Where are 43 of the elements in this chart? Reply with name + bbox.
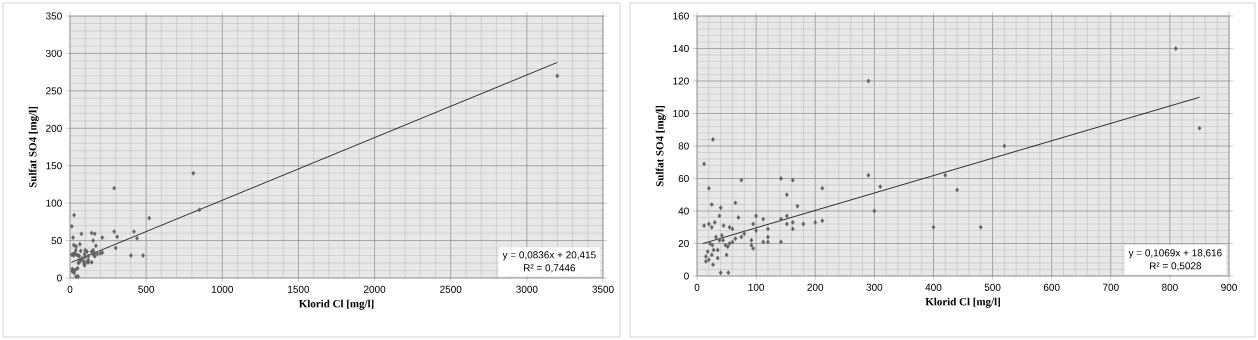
y-axis-title: Sulfat SO4 [mg/l]	[655, 106, 666, 187]
x-tick-label: 600	[1043, 283, 1060, 291]
y-tick-label: 0	[57, 274, 62, 282]
x-tick-label: 1000	[211, 285, 233, 293]
x-tick-label: 500	[984, 283, 1001, 291]
y-tick-label: 120	[673, 77, 689, 85]
y-tick-label: 250	[46, 87, 62, 95]
y-tick-label: 40	[678, 207, 689, 215]
y-tick-label: 50	[51, 237, 62, 245]
x-tick-label: 700	[1103, 283, 1119, 291]
annotation: R² = 0,7446	[523, 264, 576, 273]
y-tick-label: 0	[684, 272, 689, 280]
x-tick-label: 200	[807, 283, 824, 291]
x-axis-title: Klorid Cl [mg/l]	[925, 297, 1000, 308]
y-tick-label: 160	[673, 12, 689, 20]
y-tick-label: 140	[673, 44, 689, 53]
annotation: R² = 0,5028	[1150, 262, 1202, 271]
x-tick-label: 300	[866, 283, 883, 291]
x-tick-label: 0	[694, 283, 700, 291]
y-tick-label: 60	[678, 174, 689, 183]
x-tick-label: 800	[1162, 283, 1178, 291]
y-axis-title: Sulfat SO4 [mg/l]	[28, 107, 39, 188]
x-tick-label: 900	[1221, 283, 1237, 291]
y-tick-label: 350	[45, 12, 62, 20]
y-tick-label: 100	[46, 199, 62, 207]
x-axis-title: Klorid Cl [mg/l]	[298, 299, 374, 310]
x-tick-label: 3000	[516, 285, 538, 293]
annotation: y = 0,1069x + 18,616	[1128, 249, 1222, 259]
y-tick-label: 150	[46, 162, 62, 170]
x-tick-label: 400	[925, 283, 942, 291]
y-tick-label: 200	[46, 124, 62, 132]
x-tick-label: 2500	[440, 285, 462, 293]
annotation: y = 0,0836x + 20,415	[502, 251, 596, 261]
x-tick-label: 3500	[592, 285, 614, 293]
x-tick-label: 1500	[288, 285, 310, 293]
x-tick-label: 100	[748, 283, 765, 291]
x-tick-label: 2000	[364, 285, 386, 293]
y-tick-label: 100	[673, 109, 689, 118]
x-tick-label: 500	[138, 285, 155, 293]
y-tick-label: 20	[678, 239, 689, 248]
y-tick-label: 300	[45, 49, 62, 57]
y-tick-label: 80	[678, 142, 689, 150]
x-tick-label: 0	[67, 285, 73, 293]
